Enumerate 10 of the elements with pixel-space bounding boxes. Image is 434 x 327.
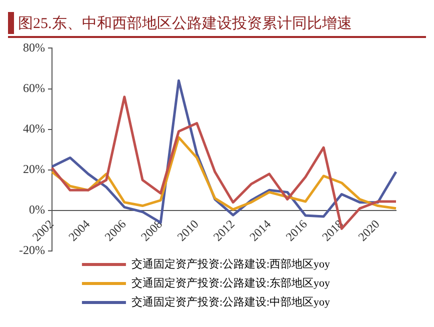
legend-label: 交通固定资产投资:公路建设:西部地区yoy bbox=[131, 257, 331, 270]
y-tick-label: -20% bbox=[18, 243, 45, 258]
y-tick-label: 0% bbox=[28, 202, 45, 217]
legend-label: 交通固定资产投资:公路建设:东部地区yoy bbox=[131, 276, 331, 290]
chart-title: 图25.东、中和西部地区公路建设投资累计同比增速 bbox=[18, 14, 352, 32]
y-tick-label: 80% bbox=[22, 40, 45, 54]
y-tick-label: 60% bbox=[22, 80, 45, 95]
y-tick-label: 20% bbox=[22, 162, 45, 176]
y-tick-label: 40% bbox=[22, 121, 45, 136]
legend-label: 交通固定资产投资:公路建设:中部地区yoy bbox=[131, 295, 331, 308]
